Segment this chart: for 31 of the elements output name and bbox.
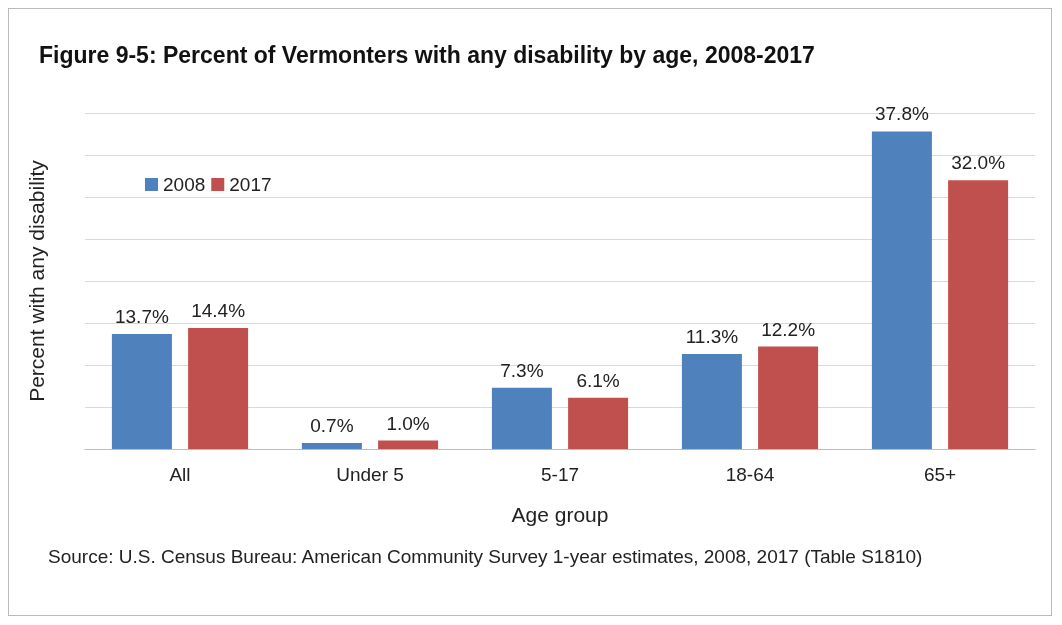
x-tick-label: Under 5: [336, 464, 404, 485]
data-label: 1.0%: [386, 412, 430, 434]
x-tick-label: 5-17: [540, 464, 580, 485]
y-axis-title: Percent with any disability: [25, 159, 48, 402]
legend-label: 2008: [163, 174, 206, 195]
data-label: 13.7%: [114, 305, 169, 327]
bar: [758, 346, 819, 449]
bar: [188, 328, 249, 449]
bar: [948, 180, 1009, 449]
bar: [111, 333, 172, 449]
x-tick-label: 18-64: [725, 464, 775, 485]
bar: [491, 387, 552, 449]
data-label: 14.4%: [191, 300, 246, 322]
bar: [568, 397, 629, 449]
chart-title: Figure 9-5: Percent of Vermonters with any disability by age, 2008-2017: [39, 41, 815, 68]
data-label: 6.1%: [576, 369, 620, 391]
data-label: 32.0%: [951, 152, 1006, 174]
data-label: 37.8%: [874, 103, 929, 125]
data-label: 12.2%: [761, 318, 816, 340]
data-label: 7.3%: [500, 359, 544, 381]
bar: [378, 440, 439, 449]
x-axis-title: Age group: [511, 503, 609, 526]
bar: [681, 354, 742, 449]
source-note: Source: U.S. Census Bureau: American Community Survey 1-year estimates, 2008, 2017 (Table S1810): [48, 545, 924, 569]
bar: [301, 443, 362, 449]
x-tick-label: 65+: [923, 464, 957, 485]
x-tick-label: All: [169, 464, 191, 485]
data-label: 0.7%: [310, 415, 354, 437]
data-label: 11.3%: [685, 326, 739, 348]
bar: [871, 131, 932, 449]
legend-label: 2017: [229, 174, 272, 195]
